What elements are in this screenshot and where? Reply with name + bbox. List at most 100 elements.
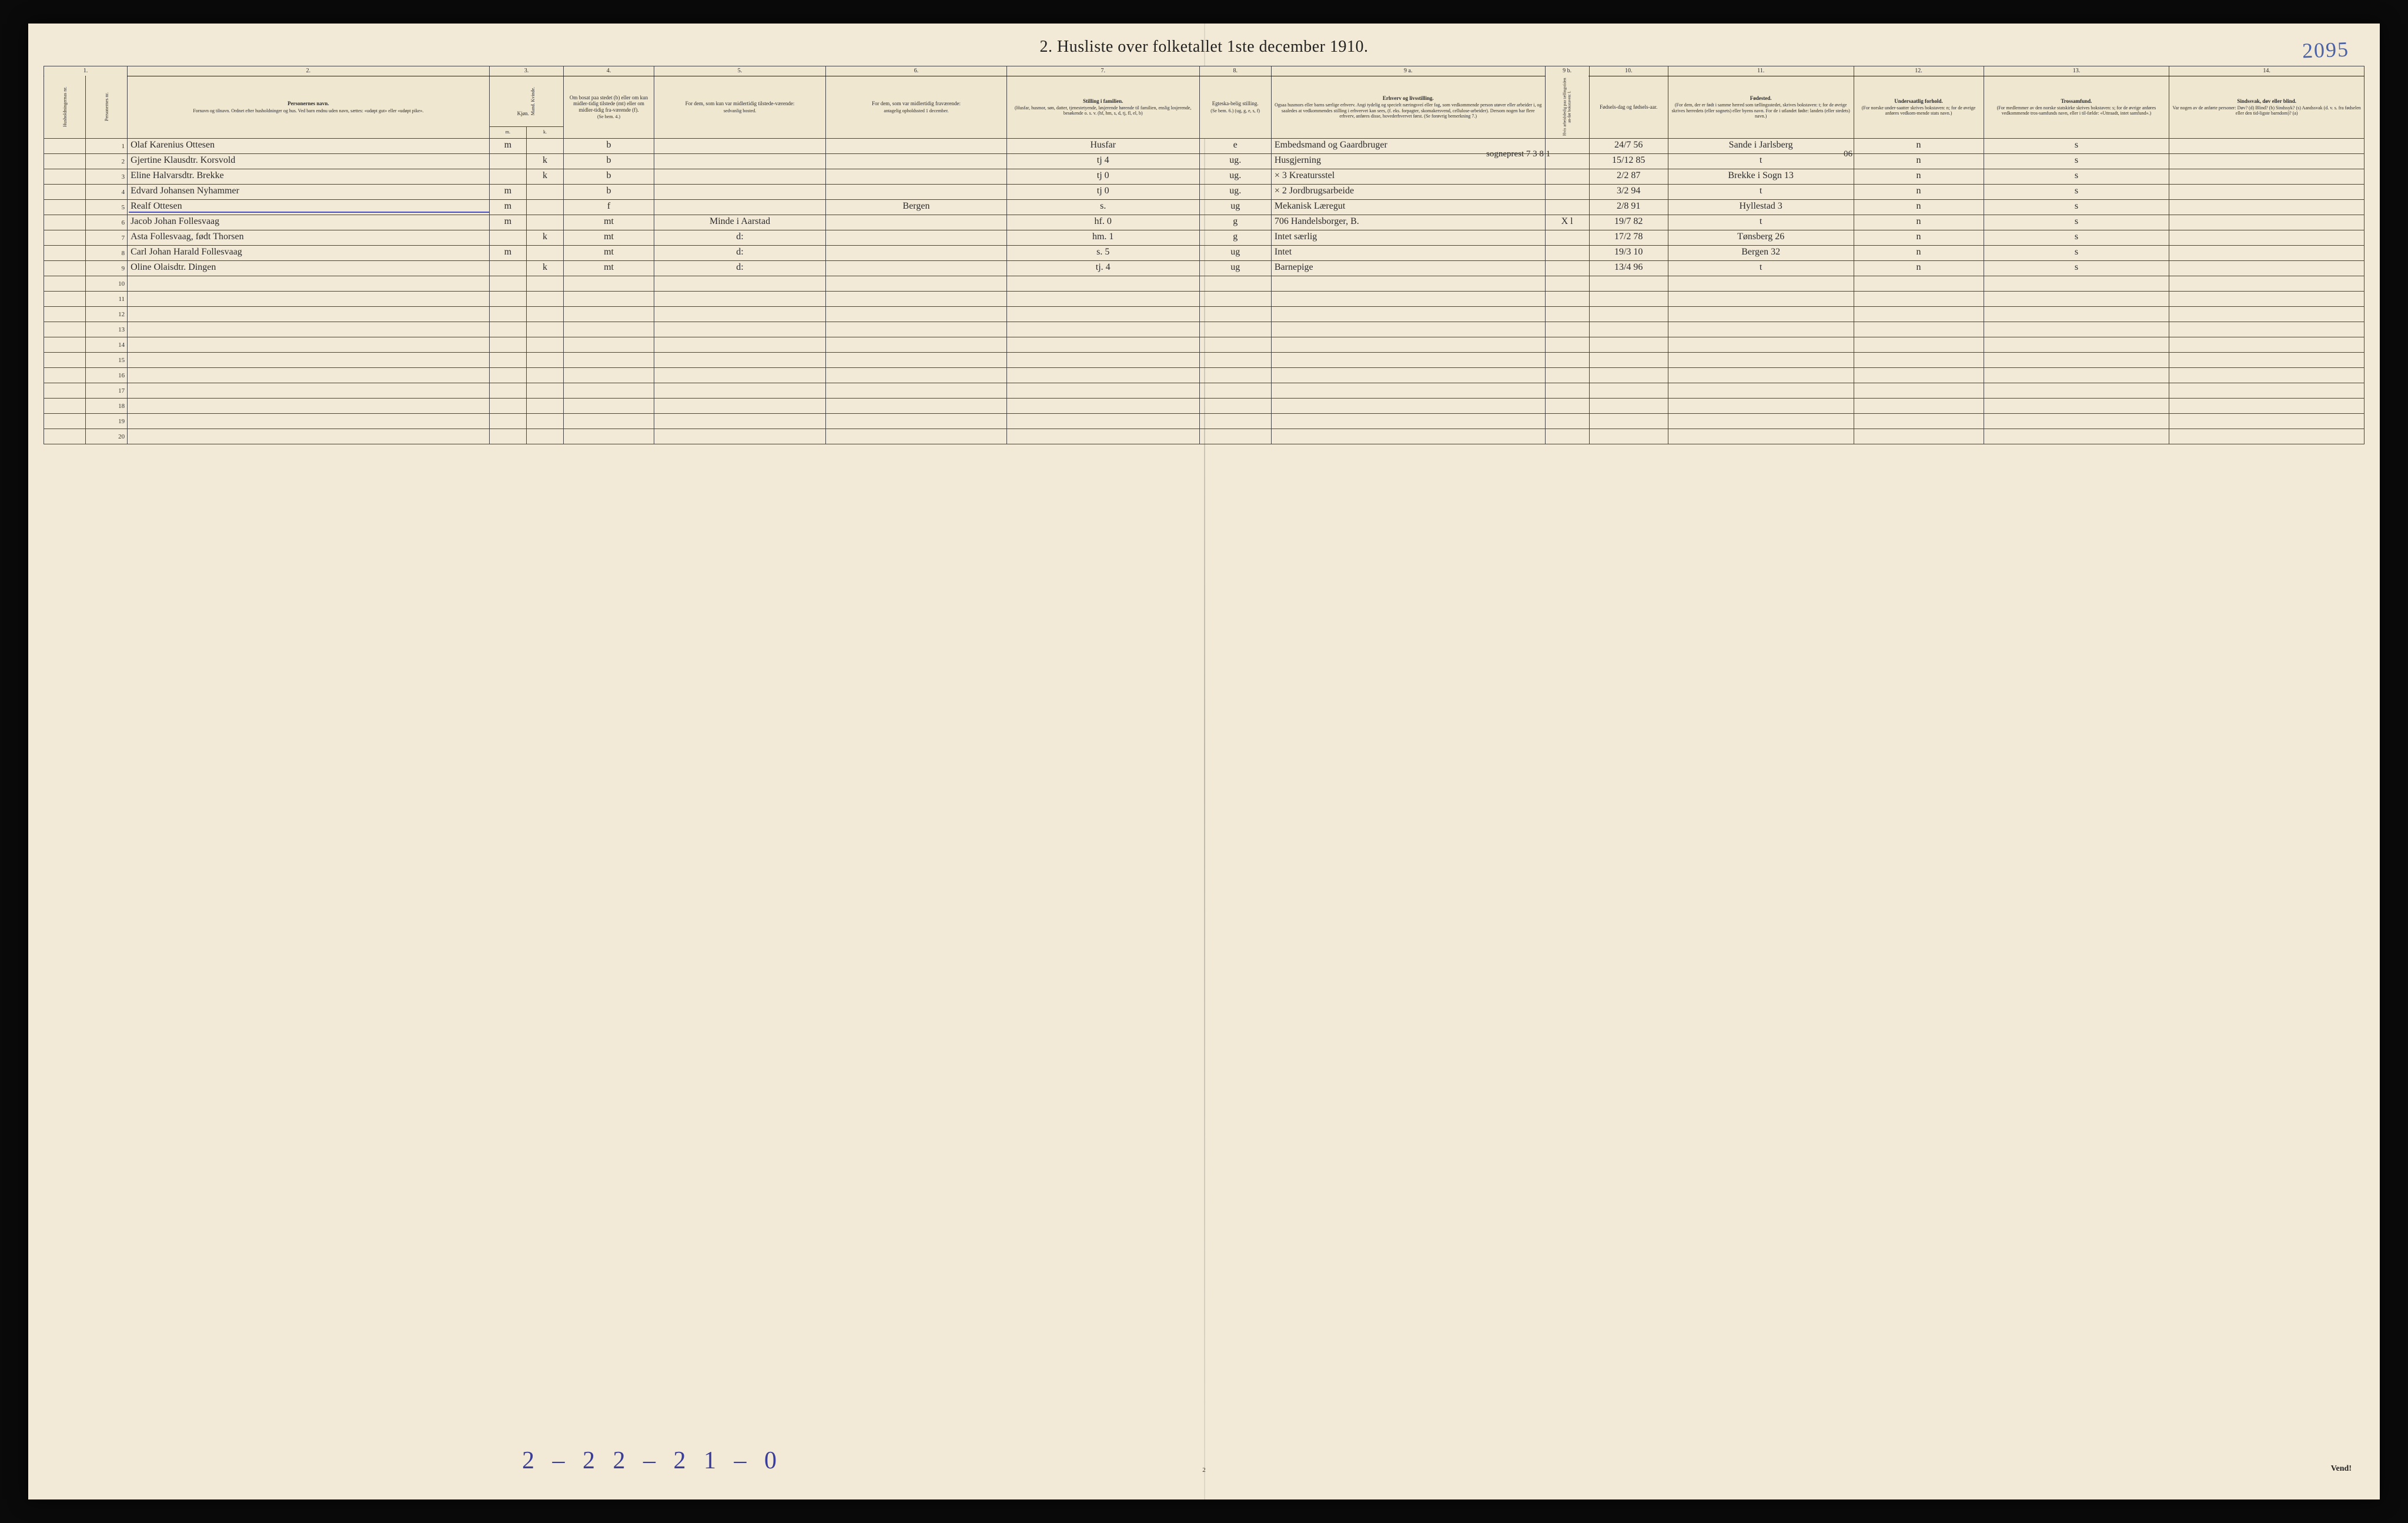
cell bbox=[654, 306, 826, 322]
cell bbox=[654, 184, 826, 199]
table-row: 10 bbox=[44, 276, 2364, 291]
cell bbox=[654, 383, 826, 398]
cell bbox=[1984, 352, 2169, 367]
cell bbox=[1854, 276, 1984, 291]
cell: 7 bbox=[86, 230, 128, 245]
cell bbox=[2169, 291, 2364, 306]
hdr-eg-title: Egteska-belig stilling. bbox=[1212, 101, 1259, 106]
hdr-mt-tilstede: For dem, som kun var midlertidig tilsted… bbox=[654, 76, 826, 138]
cell bbox=[654, 199, 826, 215]
cell: Edvard Johansen Nyhammer bbox=[128, 184, 490, 199]
colnum-2: 2. bbox=[128, 66, 490, 76]
cell bbox=[489, 398, 526, 413]
cell bbox=[2169, 245, 2364, 260]
cell bbox=[44, 184, 86, 199]
table-row: 15 bbox=[44, 352, 2364, 367]
cell bbox=[1668, 306, 1854, 322]
cell bbox=[1006, 413, 1199, 429]
cell bbox=[826, 367, 1007, 383]
cell: 15 bbox=[86, 352, 128, 367]
cell bbox=[1984, 429, 2169, 444]
cell bbox=[826, 398, 1007, 413]
cell bbox=[1668, 413, 1854, 429]
cell bbox=[654, 153, 826, 169]
cell: s bbox=[1984, 169, 2169, 184]
cell bbox=[1589, 352, 1668, 367]
cell bbox=[489, 230, 526, 245]
hdr-trossamfund: Trossamfund. (For medlemmer av den norsk… bbox=[1984, 76, 2169, 138]
cell bbox=[489, 352, 526, 367]
cell bbox=[1589, 413, 1668, 429]
cell bbox=[1854, 291, 1984, 306]
census-page: 2095 2. Husliste over folketallet 1ste d… bbox=[28, 24, 2380, 1499]
cell bbox=[1199, 429, 1271, 444]
cell: d: bbox=[654, 230, 826, 245]
cell bbox=[2169, 367, 2364, 383]
cell bbox=[128, 429, 490, 444]
cell: 14 bbox=[86, 337, 128, 352]
cell bbox=[654, 322, 826, 337]
cell: tj 0 bbox=[1006, 169, 1199, 184]
cell bbox=[1854, 367, 1984, 383]
cell: g bbox=[1199, 215, 1271, 230]
hdr-erhv-title: Erhverv og livsstilling. bbox=[1383, 95, 1434, 101]
hdr-fodested: Fødested. (For dem, der er født i samme … bbox=[1668, 76, 1854, 138]
cell: Carl Johan Harald Follesvaag bbox=[128, 245, 490, 260]
colnum-4: 4. bbox=[564, 66, 654, 76]
cell: n bbox=[1854, 153, 1984, 169]
cell bbox=[1668, 291, 1854, 306]
table-row: 1Olaf Karenius OttesenmbHusfareEmbedsman… bbox=[44, 138, 2364, 153]
cell: 10 bbox=[86, 276, 128, 291]
cell bbox=[1199, 337, 1271, 352]
cell bbox=[1199, 306, 1271, 322]
cell bbox=[1668, 276, 1854, 291]
cell: t bbox=[1668, 215, 1854, 230]
cell bbox=[44, 199, 86, 215]
cell bbox=[1854, 337, 1984, 352]
cell bbox=[1984, 291, 2169, 306]
table-row: 18 bbox=[44, 398, 2364, 413]
cell bbox=[1545, 245, 1589, 260]
cell bbox=[1545, 383, 1589, 398]
cell: Minde i Aarstad bbox=[654, 215, 826, 230]
hdr-bosat-title: Om bosat paa stedet (b) eller om kun mid… bbox=[570, 95, 648, 113]
hdr-kjon-sub: Mand. Kvinde. bbox=[530, 87, 536, 115]
cell: mt bbox=[564, 215, 654, 230]
cell bbox=[564, 367, 654, 383]
cell: 13/4 96 bbox=[1589, 260, 1668, 276]
cell: 2/8 91 bbox=[1589, 199, 1668, 215]
cell bbox=[564, 322, 654, 337]
cell bbox=[1545, 429, 1589, 444]
cell: ug bbox=[1199, 199, 1271, 215]
cell bbox=[2169, 276, 2364, 291]
colnum-13: 13. bbox=[1984, 66, 2169, 76]
cell bbox=[2169, 352, 2364, 367]
cell bbox=[526, 429, 563, 444]
cell bbox=[1854, 306, 1984, 322]
cell bbox=[654, 398, 826, 413]
cell: X l bbox=[1545, 215, 1589, 230]
cell bbox=[489, 276, 526, 291]
cell bbox=[1589, 291, 1668, 306]
hdr-fodsel: Fødsels-dag og fødsels-aar. bbox=[1589, 76, 1668, 138]
cell bbox=[1545, 413, 1589, 429]
cell bbox=[1199, 367, 1271, 383]
cell: b bbox=[564, 138, 654, 153]
hdr-mf-title: For dem, som var midlertidig fraværende: bbox=[872, 101, 961, 106]
cell: Asta Follesvaag, født Thorsen bbox=[128, 230, 490, 245]
cell bbox=[44, 215, 86, 230]
hdr-bosat-sub: (Se bem. 4.) bbox=[566, 114, 651, 119]
cell bbox=[2169, 413, 2364, 429]
hdr-mt-title: For dem, som kun var midlertidig tilsted… bbox=[685, 101, 795, 106]
cell bbox=[128, 383, 490, 398]
cell bbox=[44, 169, 86, 184]
table-row: 3Eline Halvarsdtr. Brekkekbtj 0ug.× 3 Kr… bbox=[44, 169, 2364, 184]
cell: Gjertine Klausdtr. Korsvold bbox=[128, 153, 490, 169]
cell: n bbox=[1854, 215, 1984, 230]
cell: d: bbox=[654, 260, 826, 276]
cell bbox=[489, 260, 526, 276]
cell bbox=[2169, 169, 2364, 184]
cell bbox=[826, 184, 1007, 199]
cell bbox=[2169, 138, 2364, 153]
cell: s bbox=[1984, 199, 2169, 215]
